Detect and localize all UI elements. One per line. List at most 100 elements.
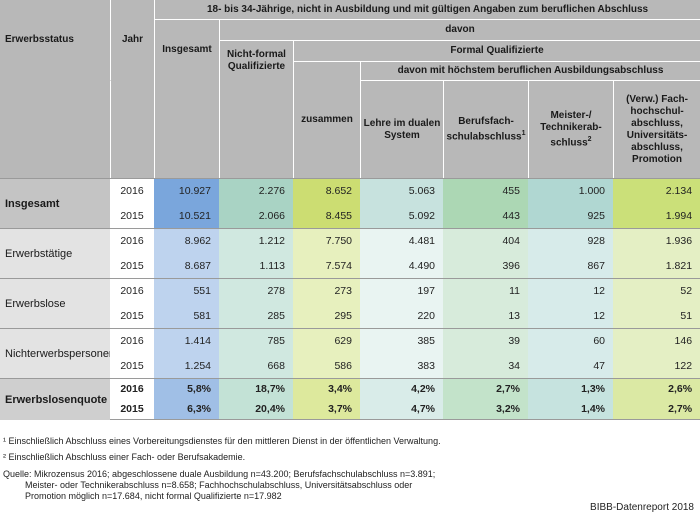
value-cell: 197 <box>360 278 443 303</box>
header-spacer-4 <box>219 80 293 178</box>
year-cell: 2015 <box>110 303 154 328</box>
table-row: 2015 581 285 295 220 13 12 51 <box>0 303 700 328</box>
row-label: Insgesamt <box>0 178 110 228</box>
value-cell: 8.687 <box>154 253 219 278</box>
value-cell: 10.927 <box>154 178 219 203</box>
value-cell: 581 <box>154 303 219 328</box>
source-line-1: Quelle: Mikrozensus 2016; abgeschlossene… <box>3 469 436 479</box>
value-cell: 2,6% <box>613 378 700 399</box>
value-cell: 455 <box>443 178 528 203</box>
value-cell: 20,4% <box>219 399 293 420</box>
header-davon: davon <box>219 19 700 40</box>
header-davon-hoechstem: davon mit höchstem beruflichen Ausbildun… <box>360 61 700 80</box>
value-cell: 51 <box>613 303 700 328</box>
value-cell: 5,8% <box>154 378 219 399</box>
value-cell: 404 <box>443 228 528 253</box>
value-cell: 5.092 <box>360 203 443 228</box>
value-cell: 285 <box>219 303 293 328</box>
year-cell: 2015 <box>110 399 154 420</box>
table-row: 2015 10.521 2.066 8.455 5.092 443 925 1.994 <box>0 203 700 228</box>
value-cell: 1.994 <box>613 203 700 228</box>
value-cell: 586 <box>293 353 360 378</box>
header-spacer-2 <box>110 80 154 178</box>
year-cell: 2016 <box>110 378 154 399</box>
source-note: Quelle: Mikrozensus 2016; abgeschlossene… <box>3 469 603 502</box>
header-nicht-formal: Nicht-formal Qualifizierte <box>219 40 293 80</box>
year-cell: 2016 <box>110 278 154 303</box>
value-cell: 5.063 <box>360 178 443 203</box>
header-spacer-1 <box>0 80 110 178</box>
source-line-2: Meister- oder Technikerabschluss n=8.658… <box>25 480 413 490</box>
header-spacer-3 <box>154 80 219 178</box>
value-cell: 4.490 <box>360 253 443 278</box>
value-cell: 1,3% <box>528 378 613 399</box>
value-cell: 1.212 <box>219 228 293 253</box>
value-cell: 52 <box>613 278 700 303</box>
table-row: Nichterwerbspersonen 2016 1.414 785 629 385 39… <box>0 328 700 378</box>
header-insgesamt: Insgesamt <box>154 19 219 80</box>
value-cell: 785 <box>219 328 293 353</box>
value-cell: 1.936 <box>613 228 700 253</box>
value-cell: 146 <box>613 328 700 353</box>
value-cell: 10.521 <box>154 203 219 228</box>
value-cell: 1,4% <box>528 399 613 420</box>
value-cell: 3,2% <box>443 399 528 420</box>
value-cell: 928 <box>528 228 613 253</box>
footnote-mark-2: 2 <box>587 135 592 143</box>
value-cell: 220 <box>360 303 443 328</box>
year-cell: 2015 <box>110 203 154 228</box>
value-cell: 7.574 <box>293 253 360 278</box>
value-cell: 3,4% <box>293 378 360 399</box>
value-cell: 8.652 <box>293 178 360 203</box>
value-cell: 8.962 <box>154 228 219 253</box>
value-cell: 122 <box>613 353 700 378</box>
value-cell: 273 <box>293 278 360 303</box>
header-lehre: Lehre im dualen System <box>360 80 443 178</box>
row-label: Erwerbslose <box>0 278 110 328</box>
value-cell: 11 <box>443 278 528 303</box>
header-meister: Meister-/ Technikerab-schluss2 <box>528 80 613 178</box>
credit: BIBB-Datenreport 2018 <box>590 502 694 513</box>
value-cell: 668 <box>219 353 293 378</box>
value-cell: 2.276 <box>219 178 293 203</box>
year-cell: 2016 <box>110 178 154 203</box>
value-cell: 2.134 <box>613 178 700 203</box>
value-cell: 278 <box>219 278 293 303</box>
data-table: Erwerbsstatus Jahr 18- bis 34-Jährige, n… <box>0 0 700 420</box>
footnote-mark-1: 1 <box>521 129 526 137</box>
footnote-1: ¹ Einschließlich Abschluss eines Vorbere… <box>3 436 441 446</box>
value-cell: 551 <box>154 278 219 303</box>
header-berufsfach: Berufsfach-schulabschluss1 <box>443 80 528 178</box>
value-cell: 12 <box>528 278 613 303</box>
table-row: Insgesamt 2016 10.927 2.276 8.652 5.063 455 1.0… <box>0 178 700 228</box>
row-label: Nichterwerbspersonen <box>0 328 110 378</box>
value-cell: 4.481 <box>360 228 443 253</box>
table-row: Erwerbslose 2016 551 278 273 197 11 12 52 <box>0 278 700 328</box>
value-cell: 443 <box>443 203 528 228</box>
value-cell: 1.821 <box>613 253 700 278</box>
value-cell: 629 <box>293 328 360 353</box>
table-row: 2015 1.254 668 586 383 34 47 122 <box>0 353 700 378</box>
value-cell: 4,2% <box>360 378 443 399</box>
value-cell: 396 <box>443 253 528 278</box>
value-cell: 34 <box>443 353 528 378</box>
value-cell: 4,7% <box>360 399 443 420</box>
header-formal-qualifizierte: Formal Qualifizierte <box>293 40 700 61</box>
value-cell: 2,7% <box>613 399 700 420</box>
value-cell: 2.066 <box>219 203 293 228</box>
value-cell: 3,7% <box>293 399 360 420</box>
table-row: 2015 6,3% 20,4% 3,7% 4,7% 3,2% 1,4% 2,7% <box>0 399 700 420</box>
table-row: Erwerbslosenquote 2016 5,8% 18,7% 3,4% 4,2% 2,… <box>0 378 700 420</box>
header-erwerbsstatus: Erwerbsstatus <box>0 0 110 80</box>
table-row: Erwerbstätige 2016 8.962 1.212 7.750 4.481 404… <box>0 228 700 278</box>
value-cell: 7.750 <box>293 228 360 253</box>
year-cell: 2015 <box>110 353 154 378</box>
value-cell: 925 <box>528 203 613 228</box>
source-line-3: Promotion möglich n=17.684, nicht formal… <box>25 491 282 501</box>
header-jahr: Jahr <box>110 0 154 80</box>
value-cell: 1.000 <box>528 178 613 203</box>
value-cell: 39 <box>443 328 528 353</box>
value-cell: 60 <box>528 328 613 353</box>
value-cell: 8.455 <box>293 203 360 228</box>
